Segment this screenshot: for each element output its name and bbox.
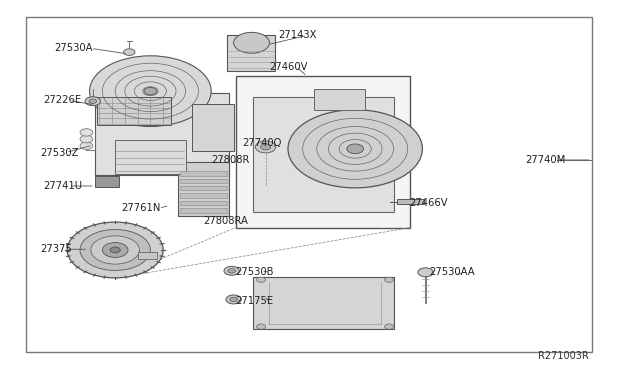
Circle shape (257, 277, 266, 282)
Circle shape (234, 32, 269, 53)
Circle shape (102, 243, 128, 257)
Bar (95, 176, 119, 187)
Text: R271003R: R271003R (538, 352, 589, 361)
Text: 27226E: 27226E (44, 96, 82, 105)
Bar (314, 89, 365, 110)
Text: 27808RA: 27808RA (204, 217, 248, 226)
Circle shape (89, 99, 97, 103)
Text: 27740M: 27740M (525, 155, 565, 165)
Bar (178, 162, 229, 216)
Bar (180, 179, 227, 183)
Text: 27740Q: 27740Q (242, 138, 282, 148)
Circle shape (90, 56, 211, 126)
Circle shape (80, 230, 150, 270)
Bar (115, 140, 186, 174)
Bar (192, 104, 234, 151)
Bar (180, 208, 227, 213)
Circle shape (80, 142, 93, 150)
Circle shape (110, 247, 120, 253)
Bar (397, 199, 424, 204)
Bar (236, 76, 410, 228)
Circle shape (418, 268, 433, 277)
Circle shape (255, 141, 276, 153)
Text: 27466V: 27466V (410, 198, 448, 208)
Text: 27808R: 27808R (211, 155, 250, 165)
Circle shape (288, 110, 422, 188)
Bar (180, 171, 227, 176)
Text: 27460V: 27460V (269, 62, 307, 72)
Circle shape (144, 87, 157, 95)
Bar (253, 277, 394, 329)
Circle shape (91, 236, 140, 264)
Text: 27375: 27375 (40, 244, 72, 254)
Bar (253, 97, 394, 212)
Bar (180, 193, 227, 198)
Circle shape (80, 129, 93, 136)
Bar (95, 93, 229, 175)
Circle shape (80, 135, 93, 143)
Bar (180, 201, 227, 205)
Bar (97, 97, 171, 125)
Circle shape (347, 144, 364, 154)
Circle shape (124, 49, 135, 55)
Circle shape (230, 297, 237, 302)
Circle shape (260, 144, 271, 150)
Circle shape (85, 97, 100, 106)
Text: 27530A: 27530A (54, 44, 93, 53)
Text: 27143X: 27143X (278, 31, 317, 40)
Text: 27530AA: 27530AA (429, 267, 474, 277)
Bar (227, 35, 275, 71)
Circle shape (226, 295, 241, 304)
Circle shape (385, 324, 394, 329)
Text: 27530B: 27530B (236, 267, 274, 277)
Text: 27175E: 27175E (236, 296, 274, 306)
Bar (180, 186, 227, 190)
Circle shape (228, 269, 236, 273)
Text: 27761N: 27761N (122, 203, 161, 213)
Circle shape (257, 324, 266, 329)
Text: 27741U: 27741U (43, 181, 82, 191)
Bar (26, 17, 592, 352)
Circle shape (224, 266, 239, 275)
Circle shape (67, 222, 163, 278)
Circle shape (385, 277, 394, 282)
Bar (138, 252, 157, 259)
Text: 27530Z: 27530Z (40, 148, 79, 157)
